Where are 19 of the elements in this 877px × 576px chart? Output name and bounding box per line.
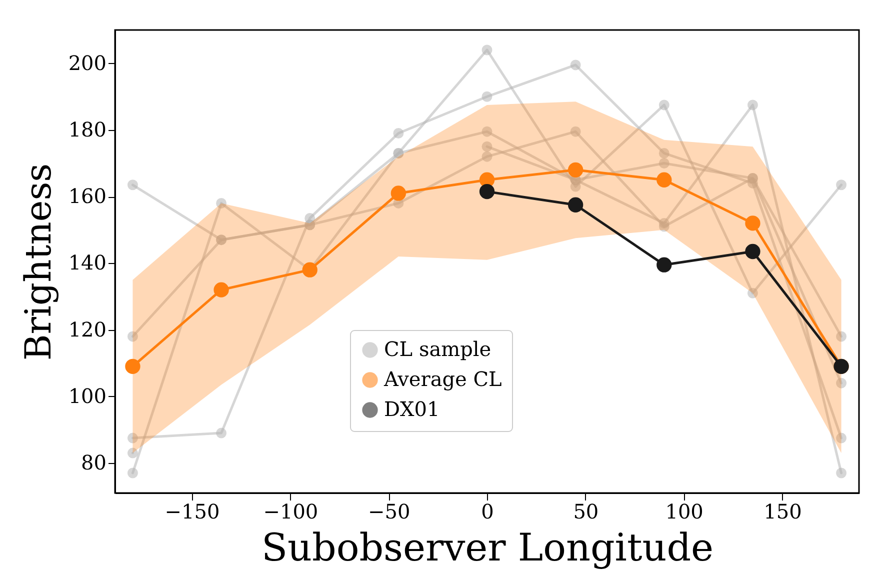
x-tick-label: 100: [665, 500, 704, 524]
legend-label: CL sample: [384, 337, 492, 361]
x-tick-label: 150: [764, 500, 802, 524]
y-tick-label: 180: [68, 117, 106, 142]
x-tick-label: −100: [263, 500, 318, 524]
legend-label: Average CL: [383, 367, 502, 391]
y-axis-title: Brightness: [18, 163, 60, 361]
y-tick-label: 80: [81, 450, 106, 475]
y-tick-label: 100: [68, 384, 106, 408]
x-tick-label: 50: [573, 500, 599, 524]
x-axis-title: Subobserver Longitude: [261, 526, 714, 570]
x-tick-label: −150: [164, 500, 220, 524]
y-tick-label: 120: [68, 317, 106, 342]
y-tick-label: 140: [68, 250, 106, 275]
y-tick-label: 160: [68, 184, 106, 208]
x-tick-label: 0: [481, 500, 494, 524]
legend-label: DX01: [384, 397, 440, 421]
x-tick-label: −50: [368, 500, 410, 524]
y-tick-label: 200: [68, 50, 106, 75]
